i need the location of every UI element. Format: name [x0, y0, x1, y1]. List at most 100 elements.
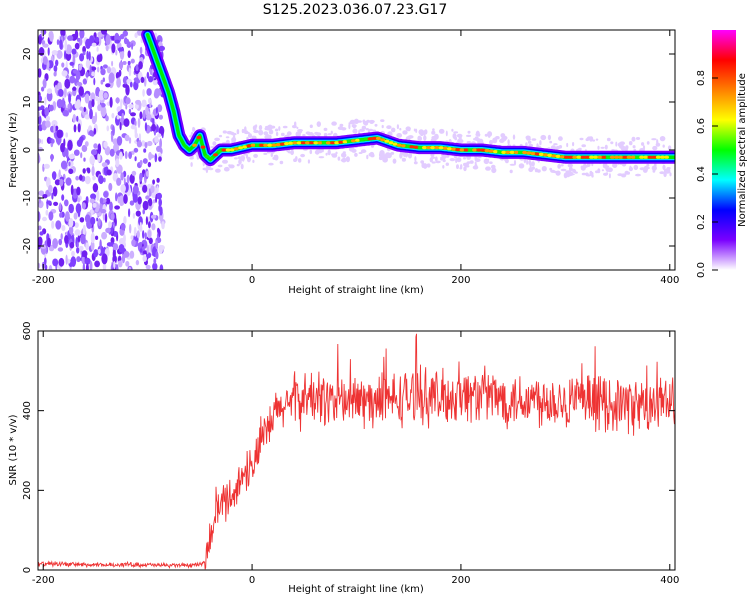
- noise-blob: [128, 266, 132, 270]
- noise-blob: [97, 248, 101, 255]
- halo-blob: [268, 129, 274, 135]
- noise-blob: [115, 49, 118, 56]
- spectrogram-xlabel: Height of straight line (km): [288, 285, 424, 296]
- halo-blob: [610, 141, 614, 145]
- halo-blob: [459, 167, 463, 170]
- noise-blob: [79, 174, 83, 181]
- noise-blob: [158, 45, 165, 52]
- ridge-peak: [434, 146, 440, 150]
- noise-blob: [128, 208, 131, 218]
- ridge-peak: [330, 141, 335, 145]
- noise-blob: [115, 72, 120, 80]
- halo-blob: [541, 166, 547, 172]
- halo-blob: [405, 126, 411, 131]
- noise-blob: [151, 123, 157, 132]
- halo-blob: [560, 164, 564, 167]
- halo-blob: [341, 152, 347, 158]
- halo-blob: [390, 151, 395, 155]
- snr-frame: [37, 330, 676, 571]
- colorbar-tick-label: 0.0: [696, 262, 707, 278]
- noise-blob: [42, 216, 47, 222]
- noise-blob: [52, 238, 58, 249]
- noise-blob: [93, 77, 96, 86]
- noise-blob: [156, 177, 160, 183]
- halo-blob: [531, 161, 535, 167]
- halo-blob: [228, 164, 232, 167]
- noise-blob: [62, 110, 69, 117]
- noise-blob: [143, 148, 147, 153]
- noise-blob: [127, 60, 131, 66]
- halo-blob: [489, 140, 493, 145]
- ridge-peak: [396, 143, 402, 147]
- noise-blob: [68, 217, 74, 228]
- noise-blob: [77, 197, 81, 203]
- ridge-peak: [363, 137, 369, 141]
- noise-blob: [51, 171, 57, 180]
- noise-blob: [97, 143, 102, 155]
- ridge-peak: [651, 155, 657, 159]
- noise-blob: [88, 130, 94, 137]
- halo-blob: [366, 154, 369, 160]
- ridge-peak: [497, 150, 502, 154]
- halo-blob: [626, 171, 631, 175]
- noise-blob: [112, 255, 117, 264]
- halo-blob: [620, 145, 626, 151]
- noise-blob: [97, 66, 100, 73]
- noise-blob: [123, 233, 126, 244]
- noise-blob: [136, 230, 140, 239]
- noise-blob: [85, 242, 89, 251]
- noise-blob: [139, 111, 143, 120]
- noise-blob: [142, 89, 145, 97]
- noise-blob: [159, 138, 163, 149]
- noise-blob: [104, 213, 108, 223]
- halo-blob: [641, 142, 645, 146]
- noise-blob: [51, 138, 55, 144]
- noise-blob: [116, 136, 123, 146]
- halo-blob: [232, 134, 236, 141]
- ridge-peak: [376, 136, 381, 140]
- halo-blob: [240, 155, 246, 161]
- halo-blob: [656, 142, 660, 147]
- noise-blob: [38, 94, 43, 103]
- halo-blob: [337, 156, 341, 161]
- noise-blob: [49, 31, 54, 42]
- halo-blob: [646, 141, 650, 145]
- halo-blob: [309, 132, 313, 135]
- halo-blob: [534, 168, 539, 173]
- halo-blob: [222, 130, 227, 134]
- ridge-peak: [459, 148, 465, 152]
- noise-blob: [59, 178, 64, 187]
- noise-blob: [146, 140, 153, 147]
- noise-blob: [67, 139, 73, 151]
- halo-blob: [265, 126, 272, 131]
- halo-blob: [371, 144, 374, 148]
- noise-blob: [38, 236, 43, 247]
- ridge-peak: [455, 148, 461, 152]
- noise-blob: [129, 200, 135, 206]
- noise-blob: [137, 117, 141, 128]
- noise-blob: [131, 42, 134, 50]
- snr-ytick-label: 600: [22, 321, 33, 340]
- noise-blob: [54, 179, 61, 186]
- ridge-peak: [254, 143, 260, 147]
- halo-blob: [420, 133, 424, 137]
- noise-blob: [142, 158, 148, 164]
- noise-blob: [105, 227, 111, 233]
- halo-blob: [266, 134, 270, 139]
- noise-blob: [123, 118, 130, 127]
- noise-blob: [55, 220, 62, 230]
- ridge-peak: [426, 146, 431, 150]
- noise-blob: [101, 231, 108, 240]
- noise-blob: [61, 194, 65, 201]
- halo-blob: [341, 127, 347, 131]
- noise-blob: [120, 222, 126, 231]
- ridge-peak: [622, 155, 628, 159]
- noise-blob: [96, 54, 102, 63]
- noise-blob: [38, 47, 45, 56]
- halo-blob: [606, 167, 613, 173]
- noise-blob: [127, 50, 131, 58]
- halo-blob: [401, 157, 406, 162]
- ridge-peak: [355, 138, 360, 142]
- noise-blob: [60, 30, 66, 37]
- noise-blob: [129, 250, 135, 259]
